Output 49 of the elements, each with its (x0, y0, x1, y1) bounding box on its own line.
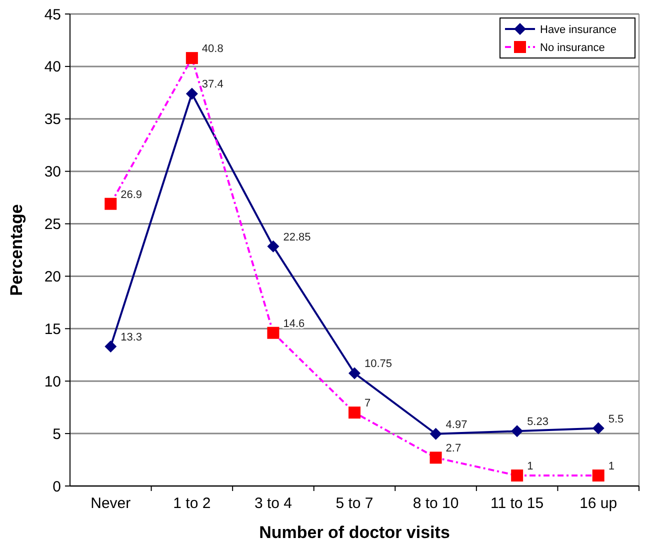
x-tick-label: 11 to 15 (490, 495, 544, 512)
legend-label: Have insurance (540, 24, 616, 36)
point (592, 422, 604, 434)
data-label: 40.8 (202, 43, 224, 56)
x-tick-label: Never (90, 495, 131, 512)
data-label: 7 (364, 398, 371, 410)
data-label: 2.7 (446, 442, 462, 455)
x-tick-label: 3 to 4 (254, 495, 292, 512)
point (348, 406, 360, 419)
data-label: 1 (608, 460, 614, 473)
data-label: 14.6 (283, 318, 305, 330)
data-label: 10.75 (364, 358, 392, 370)
data-label: 13.3 (120, 332, 142, 344)
data-label: 22.85 (283, 231, 311, 244)
y-tick-label: 15 (44, 320, 61, 338)
point (104, 340, 117, 352)
point (430, 452, 442, 464)
y-tick-label: 45 (44, 6, 61, 24)
x-tick-label: 1 to 2 (173, 495, 211, 512)
x-tick-label: 5 to 7 (336, 495, 374, 512)
data-label: 37.4 (202, 78, 224, 91)
point (186, 52, 198, 64)
point (430, 428, 442, 440)
y-tick-label: 30 (44, 164, 61, 181)
point (348, 367, 360, 380)
legend-label: No insurance (540, 42, 605, 54)
y-tick-label: 35 (44, 111, 61, 128)
point (511, 425, 524, 438)
data-label: 5.5 (608, 413, 624, 426)
point (267, 326, 280, 339)
y-axis-title: Percentage (7, 204, 26, 296)
point (592, 470, 604, 482)
x-tick-label: 8 to 10 (412, 495, 459, 512)
point (186, 88, 198, 100)
y-tick-label: 10 (44, 373, 61, 390)
data-label: 4.97 (446, 418, 468, 431)
y-tick-label: 20 (44, 268, 61, 286)
data-label: 1 (527, 460, 534, 473)
data-label: 5.23 (527, 416, 548, 428)
y-tick-label: 25 (44, 216, 61, 234)
y-tick-label: 40 (44, 58, 61, 76)
point (511, 470, 524, 482)
y-tick-label: 5 (52, 426, 61, 443)
point (104, 198, 117, 210)
point (267, 240, 280, 252)
y-tick-label: 0 (52, 478, 61, 496)
x-axis-title: Number of doctor visits (259, 523, 450, 542)
x-tick-label: 16 up (580, 495, 618, 512)
data-label: 26.9 (120, 188, 142, 201)
